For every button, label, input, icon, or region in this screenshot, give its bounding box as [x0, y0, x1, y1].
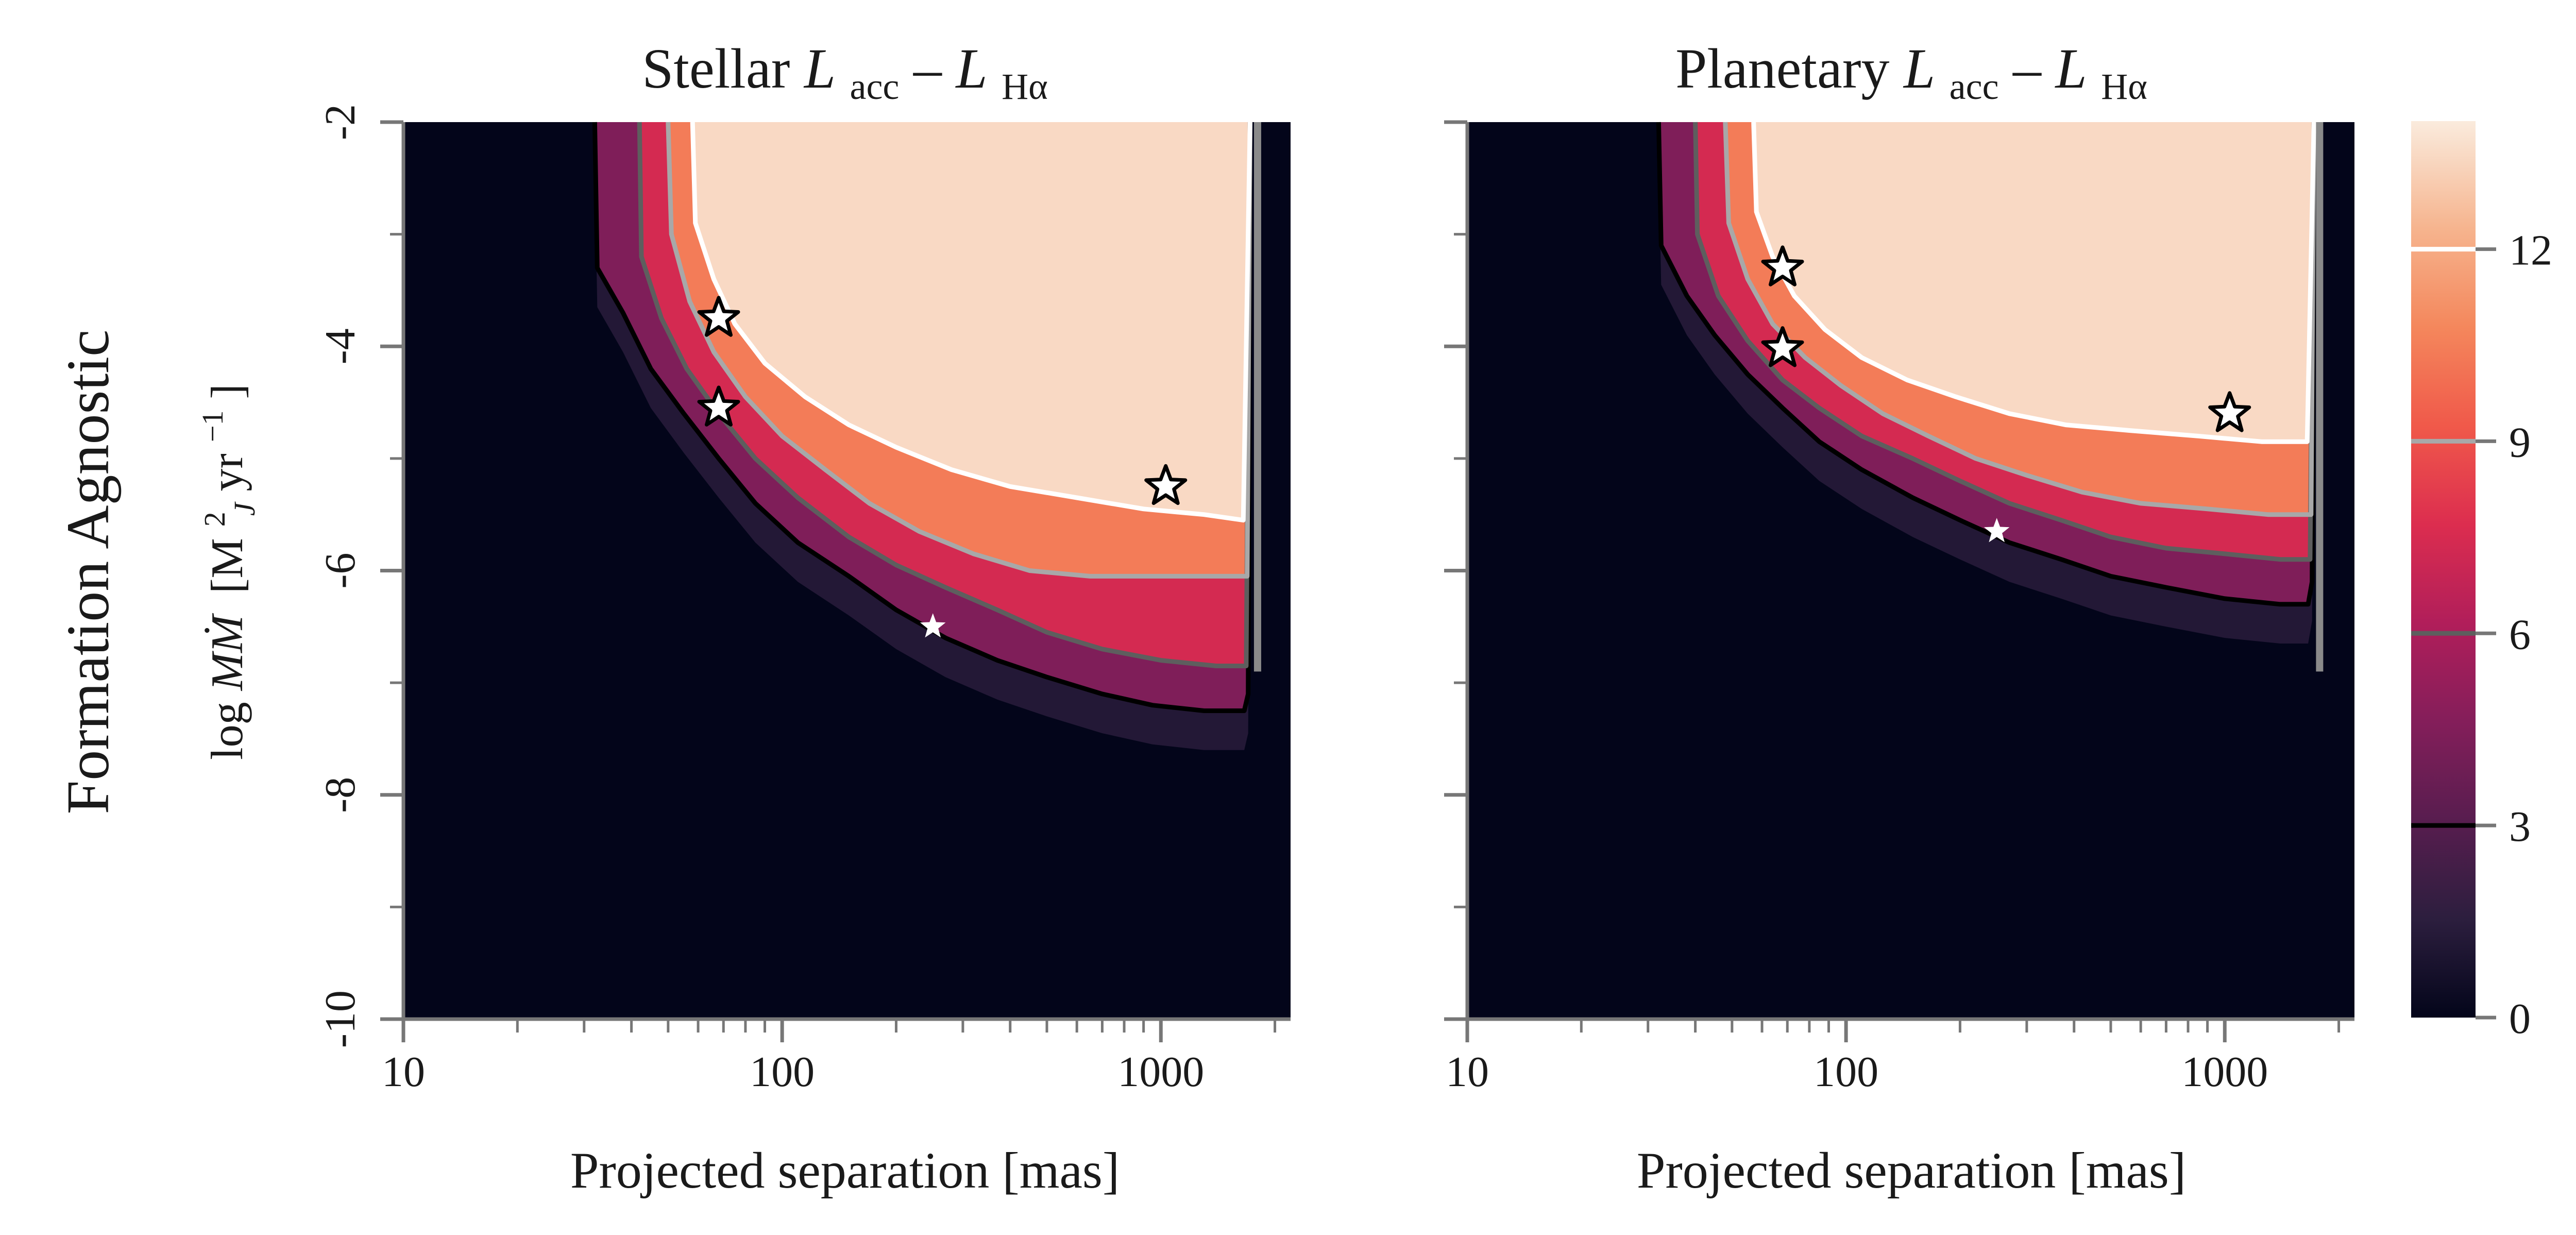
star-marker	[1144, 464, 1188, 505]
title-sub1: acc	[1950, 66, 1999, 107]
band-12	[692, 122, 1250, 520]
x-tick-label: 1000	[1117, 1048, 1204, 1096]
colorbar-tick-label: 0	[2509, 995, 2531, 1043]
x-tick-label: 10	[1446, 1048, 1489, 1096]
contour-6	[1693, 122, 2316, 562]
contour-9	[666, 122, 1252, 579]
y-axis-label-unit-tail: yr	[202, 453, 252, 491]
y-axis-label-unit-close: ]	[202, 384, 252, 399]
axes: 10 100 1000	[1444, 120, 2354, 1096]
axes: 10 100 1000 -2 -4 -6 -8 -10	[316, 104, 1291, 1096]
y-axis-label: log MṀ [M 2 J yr −1 ]	[183, 384, 265, 760]
star-marker	[697, 385, 740, 427]
band-12	[1753, 122, 2314, 442]
title-L2: L	[2055, 37, 2087, 100]
colorbar-tick-label: 9	[2509, 418, 2531, 466]
y-axis-label-var: MṀ	[202, 613, 252, 691]
colorbar-gradient	[2411, 121, 2476, 1018]
title-dash: –	[913, 37, 942, 100]
star-marker	[1984, 518, 2010, 543]
colorbar-label: Number complete	[2568, 351, 2576, 788]
colorbar-tick-label: 12	[2509, 227, 2552, 275]
y-axis-label-unit: [M	[202, 538, 252, 594]
contour-12	[690, 122, 1252, 523]
y-axis-label-unit-exp: −1	[196, 410, 229, 442]
x-tick-label: 100	[750, 1048, 815, 1096]
star-marker	[697, 296, 740, 337]
y-tick-label: -4	[316, 328, 364, 364]
contour-3	[1656, 122, 2316, 607]
star-marker	[1761, 326, 1804, 367]
heatmap-plot	[1467, 122, 2354, 1019]
colorbar-tick-label: 6	[2509, 611, 2531, 658]
contour-9	[1723, 122, 2316, 517]
title-L1: L	[803, 37, 836, 100]
contour-6	[637, 122, 1252, 668]
title-prefix: Stellar	[642, 37, 804, 100]
title-sub2: Hα	[1002, 66, 1048, 107]
y-axis-label-prefix: log	[202, 702, 252, 759]
y-tick-label: -8	[316, 777, 364, 813]
y-axis-label-unit-sub: J	[228, 501, 261, 516]
x-axis-label: Projected separation [mas]	[570, 1142, 1120, 1199]
star-marker	[920, 613, 946, 638]
panel-planetary: Planetary L acc – L Hα 10 100 1000 Project…	[1444, 37, 2354, 1199]
x-tick-label: 10	[382, 1048, 425, 1096]
panel-title: Stellar L acc – L Hα	[642, 37, 1048, 111]
y-tick-label: -2	[316, 104, 364, 140]
title-prefix: Planetary	[1675, 37, 1904, 100]
star-marker	[2208, 391, 2251, 432]
heatmap-plot	[403, 122, 1291, 1019]
title-sub2: Hα	[2101, 66, 2147, 107]
colorbar-ticks: 0 3 6 9 12	[2476, 227, 2552, 1043]
contour-3	[592, 122, 1252, 713]
colorbar: 0 3 6 9 12 Number complete	[2411, 121, 2576, 1043]
x-tick-label: 100	[1814, 1048, 1878, 1096]
panel-title: Planetary L acc – L Hα	[1675, 37, 2147, 111]
title-L1: L	[1903, 37, 1935, 100]
x-axis-label: Projected separation [mas]	[1637, 1142, 2186, 1199]
x-tick-label: 1000	[2181, 1048, 2268, 1096]
title-dash: –	[2012, 37, 2042, 100]
colorbar-contour-lines	[2411, 247, 2476, 828]
y-axis-label-unit-sup: 2	[198, 512, 231, 527]
y-tick-label: -6	[316, 553, 364, 589]
row-label: Formation Agnostic	[54, 330, 122, 815]
y-tick-label: -10	[316, 990, 364, 1048]
title-L2: L	[955, 37, 987, 100]
star-marker	[1761, 245, 1804, 286]
colorbar-tick-label: 3	[2509, 803, 2531, 851]
panel-stellar: Stellar L acc – L Hα 10 100 1000 -2 -4 -6 -8 -1…	[316, 37, 1291, 1199]
title-sub1: acc	[850, 66, 900, 107]
